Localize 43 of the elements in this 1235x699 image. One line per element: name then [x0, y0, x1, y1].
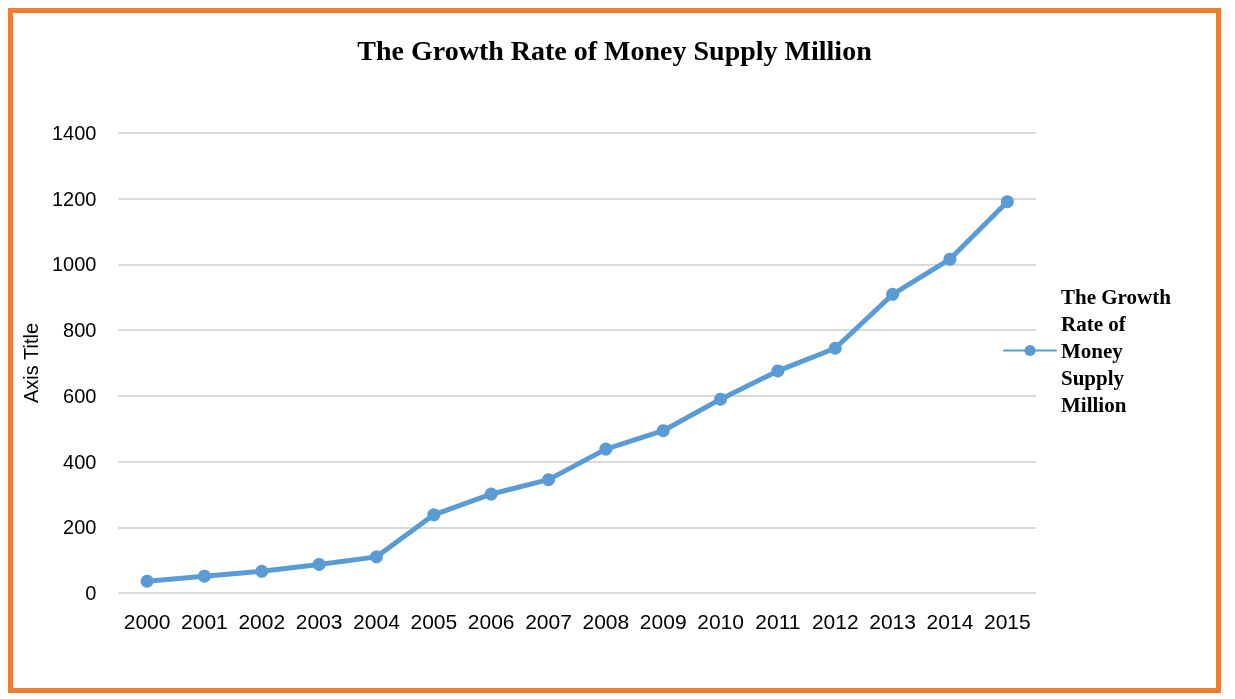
point — [1000, 195, 1014, 209]
y-tick-label: 1000 — [51, 253, 97, 276]
point — [369, 550, 383, 564]
x-tick-label: 2015 — [983, 610, 1031, 633]
x-tick-label: 2000 — [123, 610, 171, 633]
x-tick-label: 2012 — [811, 610, 859, 633]
point — [427, 508, 441, 522]
point — [886, 287, 900, 301]
y-tick-label: 600 — [63, 384, 97, 407]
x-tick-label: 2011 — [755, 610, 801, 633]
point — [599, 442, 613, 456]
x-tick-label: 2005 — [410, 610, 458, 633]
x-tick-label: 2001 — [181, 610, 228, 633]
point — [140, 574, 154, 588]
point — [771, 364, 785, 378]
y-tick-label: 800 — [63, 319, 97, 342]
x-tick-label: 2007 — [525, 610, 572, 633]
y-tick-label: 1400 — [51, 122, 97, 144]
point — [714, 392, 728, 406]
x-tick-label: 2014 — [926, 610, 974, 633]
x-tick-label: 2010 — [697, 610, 744, 633]
point — [484, 487, 498, 501]
x-tick-label: 2009 — [639, 610, 687, 633]
x-tick-label: 2003 — [295, 610, 343, 633]
chart-title: The Growth Rate of Money Supply Million — [357, 34, 873, 66]
legend-label: The Growth Rate of Money Supply Million — [1061, 284, 1177, 417]
point — [943, 252, 957, 266]
x-tick-label: 2013 — [869, 610, 916, 633]
y-axis-title: Axis Title — [20, 322, 42, 404]
point — [312, 557, 326, 571]
point — [542, 473, 556, 487]
point — [197, 569, 211, 583]
point — [255, 564, 269, 578]
point — [656, 424, 670, 438]
y-tick-label: 0 — [85, 582, 97, 604]
x-tick-label: 2004 — [353, 610, 401, 633]
x-tick-label: 2002 — [238, 610, 286, 633]
point — [828, 341, 842, 355]
y-tick-label: 200 — [63, 516, 97, 539]
x-tick-label: 2008 — [582, 610, 630, 633]
x-tick-label: 2006 — [467, 610, 515, 633]
y-tick-label: 1200 — [51, 187, 97, 210]
y-tick-label: 400 — [63, 450, 97, 473]
